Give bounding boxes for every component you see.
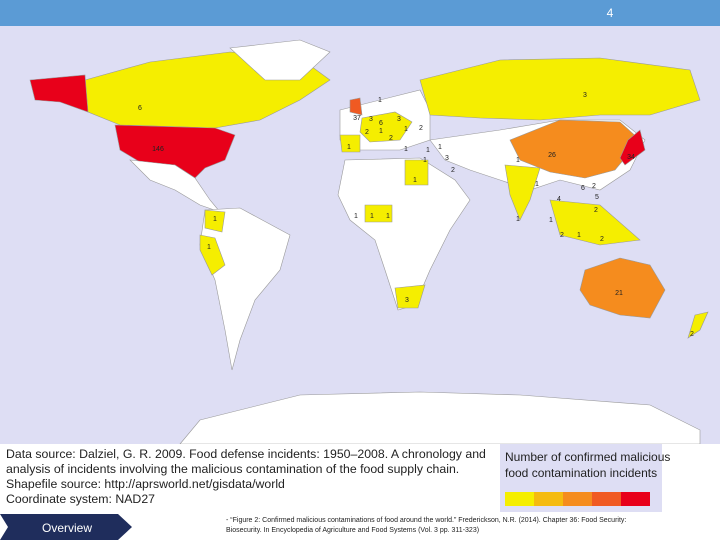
source-line: analysis of incidents involving the mali… — [6, 462, 459, 476]
country — [579, 257, 666, 319]
map-label: 1 — [516, 157, 520, 164]
country — [229, 39, 331, 81]
map-label: 1 — [207, 244, 211, 251]
nav-button[interactable] — [0, 514, 132, 540]
map-label: 6 — [379, 120, 383, 127]
map-label: 1 — [354, 213, 358, 220]
country — [114, 124, 236, 179]
legend-swatch — [505, 492, 534, 506]
nav-label[interactable]: Overview — [42, 521, 92, 535]
map-label: 1 — [213, 216, 217, 223]
map-label: 6 — [581, 185, 585, 192]
map-label: 1 — [404, 126, 408, 133]
citation: - “Figure 2: Confirmed malicious contami… — [226, 517, 626, 534]
map-label: 2 — [365, 129, 369, 136]
source-line: Shapefile source: http://aprsworld.net/g… — [6, 477, 285, 491]
map-label: 26 — [548, 152, 556, 159]
map-label: 34 — [627, 154, 635, 161]
world-map — [29, 39, 709, 445]
map-label: 1 — [516, 216, 520, 223]
map-label: 3 — [445, 155, 449, 162]
map-label: 1 — [549, 217, 553, 224]
map-label: 2 — [594, 207, 598, 214]
country — [364, 204, 393, 223]
map-label: 1 — [423, 157, 427, 164]
country — [339, 134, 361, 153]
legend-swatch — [592, 492, 621, 506]
map-label: 146 — [152, 146, 164, 153]
top-bar — [0, 0, 720, 26]
map-label: 1 — [426, 147, 430, 154]
map-label: 1 — [577, 232, 581, 239]
source-line: Data source: Dalziel, G. R. 2009. Food d… — [6, 447, 486, 461]
map-label: 1 — [535, 181, 539, 188]
citation-line: - “Figure 2: Confirmed malicious contami… — [226, 517, 626, 524]
map-label: 3 — [397, 116, 401, 123]
country — [359, 111, 413, 143]
country — [394, 284, 426, 309]
country — [404, 159, 429, 186]
map-label: 1 — [379, 128, 383, 135]
map-label: 2 — [592, 183, 596, 190]
map-label: 3 — [369, 116, 373, 123]
map-label: 2 — [451, 167, 455, 174]
country — [687, 311, 709, 339]
source-line: Coordinate system: NAD27 — [6, 492, 155, 506]
country — [349, 97, 363, 116]
map-label: 4 — [557, 196, 561, 203]
map-label: 1 — [378, 97, 382, 104]
map-label: 2 — [600, 236, 604, 243]
source-text: Data source: Dalziel, G. R. 2009. Food d… — [6, 447, 486, 506]
slide-number: 4 — [607, 6, 614, 20]
country — [199, 234, 226, 276]
country — [29, 74, 89, 113]
map-label: 3 — [405, 297, 409, 304]
legend-title: food contamination incidents — [505, 466, 657, 480]
legend-swatch — [534, 492, 563, 506]
map-label: 2 — [389, 135, 393, 142]
map-label: 3 — [583, 92, 587, 99]
map-label: 37 — [353, 115, 361, 122]
legend-swatch — [621, 492, 650, 506]
country — [509, 119, 641, 179]
legend-swatch — [563, 492, 592, 506]
map-label: 1 — [413, 177, 417, 184]
map-label: 1 — [438, 144, 442, 151]
map-label: 1 — [404, 146, 408, 153]
country — [504, 164, 541, 221]
map-label: 5 — [595, 194, 599, 201]
map-label: 21 — [615, 290, 623, 297]
map-label: 1 — [386, 213, 390, 220]
citation-line: Biosecurity. In Encyclopedia of Agricult… — [226, 527, 479, 534]
map-label: 1 — [370, 213, 374, 220]
map-label: 2 — [690, 331, 694, 338]
map-label: 1 — [347, 144, 351, 151]
map-label: 6 — [138, 105, 142, 112]
country — [204, 209, 226, 233]
legend-title: Number of confirmed malicious — [505, 450, 670, 464]
country — [549, 199, 641, 246]
map-label: 2 — [419, 125, 423, 132]
country — [619, 129, 646, 166]
map-label: 2 — [560, 232, 564, 239]
legend: Number of confirmed malicious food contam… — [505, 450, 670, 506]
country — [419, 57, 701, 121]
